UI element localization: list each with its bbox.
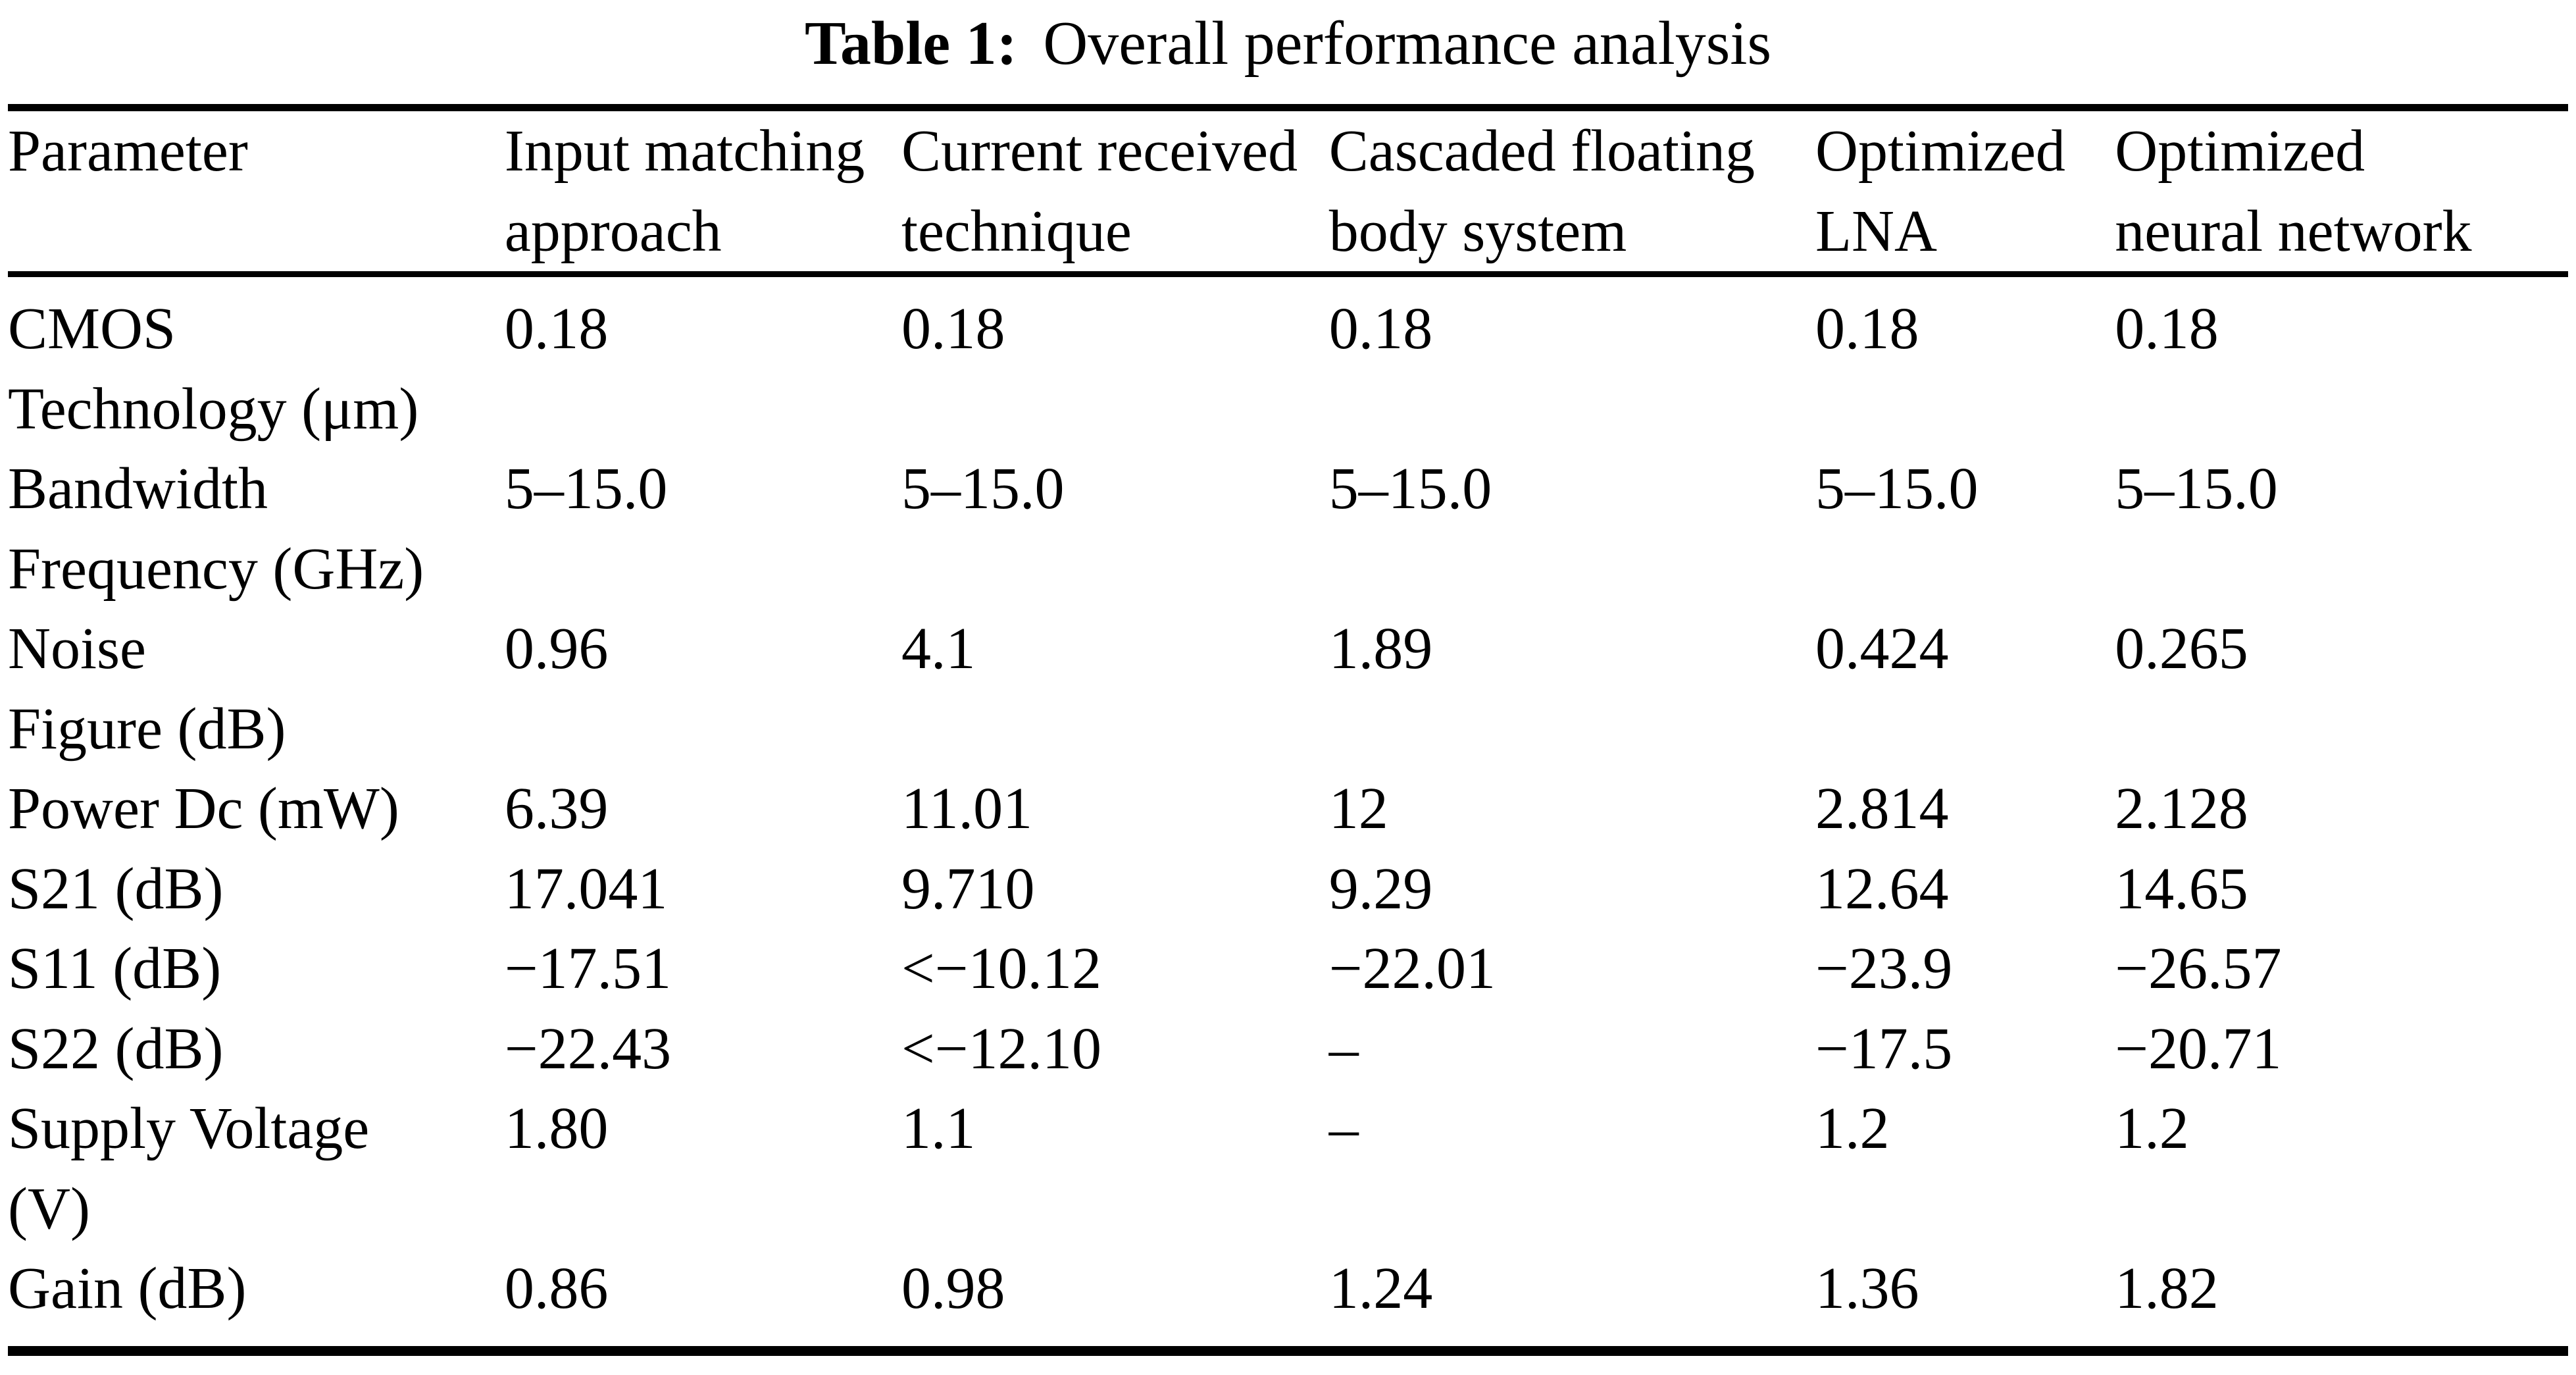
value-cell: 0.18 <box>504 296 609 362</box>
value-cell: 5–15.0 <box>504 456 668 522</box>
value-cell: – <box>1328 1096 1359 1162</box>
table-body: CMOS Technology (μm) 0.18 0.18 0.18 0.18 0.18… <box>8 274 2568 1351</box>
value-cell: 1.80 <box>504 1096 609 1162</box>
parameter-cell: Supply Voltage (V) <box>8 1096 370 1241</box>
table-row: S22 (dB) −22.43 <−12.10 – −17.5 −20.71 <box>8 1009 2568 1089</box>
parameter-cell: Gain (dB) <box>8 1256 247 1322</box>
table-caption: Table 1: Overall performance analysis <box>8 8 2568 79</box>
value-cell: 0.424 <box>1815 616 1949 682</box>
value-cell: 0.265 <box>2115 616 2248 682</box>
parameter-cell: Noise Figure (dB) <box>8 616 286 762</box>
value-cell: 1.89 <box>1328 616 1433 682</box>
column-header: Optimized neural network <box>2115 107 2568 278</box>
value-cell: −26.57 <box>2115 936 2282 1002</box>
value-cell: 6.39 <box>504 776 609 842</box>
value-cell: 9.710 <box>901 856 1035 921</box>
value-cell: 0.18 <box>1815 296 1919 362</box>
value-cell: 0.18 <box>901 296 1005 362</box>
parameter-cell: Power Dc (mW) <box>8 776 399 842</box>
value-cell: 5–15.0 <box>1815 456 1979 522</box>
column-header: Cascaded floating body system <box>1328 107 1816 278</box>
value-cell: 4.1 <box>901 616 976 682</box>
header-row: Parameter Input matching approach Current … <box>8 107 2568 278</box>
value-cell: 2.128 <box>2115 776 2248 842</box>
column-header: Optimized LNA <box>1815 107 2115 278</box>
value-cell: 0.18 <box>2115 296 2219 362</box>
value-cell: 0.98 <box>901 1256 1005 1322</box>
table-row: Power Dc (mW) 6.39 11.01 12 2.814 2.128 <box>8 769 2568 849</box>
value-cell: 5–15.0 <box>1328 456 1492 522</box>
value-cell: −17.5 <box>1815 1016 1953 1081</box>
value-cell: −22.01 <box>1328 936 1496 1002</box>
value-cell: – <box>1328 1016 1359 1081</box>
value-cell: 0.96 <box>504 616 609 682</box>
column-header: Parameter <box>8 107 505 278</box>
value-cell: 14.65 <box>2115 856 2248 921</box>
table-row: Noise Figure (dB) 0.96 4.1 1.89 0.424 0.265 <box>8 609 2568 769</box>
value-cell: 1.24 <box>1328 1256 1433 1322</box>
parameter-cell: Bandwidth Frequency (GHz) <box>8 456 424 602</box>
value-cell: <−12.10 <box>901 1016 1101 1081</box>
value-cell: 2.814 <box>1815 776 1949 842</box>
value-cell: 1.2 <box>1815 1096 1890 1162</box>
parameter-cell: S21 (dB) <box>8 856 224 921</box>
value-cell: 1.82 <box>2115 1256 2219 1322</box>
value-cell: 1.36 <box>1815 1256 1919 1322</box>
value-cell: 9.29 <box>1328 856 1433 921</box>
table-row: S11 (dB) −17.51 <−10.12 −22.01 −23.9 −26.57 <box>8 929 2568 1009</box>
value-cell: 17.041 <box>504 856 668 921</box>
table-header: Parameter Input matching approach Current … <box>8 107 2568 278</box>
table-row: Bandwidth Frequency (GHz) 5–15.0 5–15.0 5–1… <box>8 449 2568 609</box>
parameter-cell: S22 (dB) <box>8 1016 224 1081</box>
table-caption-label: Table 1: <box>804 9 1017 78</box>
column-header: Input matching approach <box>504 107 901 278</box>
value-cell: 5–15.0 <box>2115 456 2278 522</box>
value-cell: −23.9 <box>1815 936 1953 1002</box>
parameter-cell: CMOS Technology (μm) <box>8 296 419 442</box>
value-cell: −17.51 <box>504 936 672 1002</box>
performance-table: Parameter Input matching approach Current … <box>8 104 2568 1356</box>
value-cell: 5–15.0 <box>901 456 1065 522</box>
parameter-cell: S11 (dB) <box>8 936 222 1002</box>
table-row: Supply Voltage (V) 1.80 1.1 – 1.2 1.2 <box>8 1089 2568 1249</box>
value-cell: 12 <box>1328 776 1388 842</box>
table-row: CMOS Technology (μm) 0.18 0.18 0.18 0.18 0.18 <box>8 274 2568 450</box>
value-cell: −22.43 <box>504 1016 672 1081</box>
value-cell: −20.71 <box>2115 1016 2282 1081</box>
value-cell: 0.18 <box>1328 296 1433 362</box>
value-cell: 0.86 <box>504 1256 609 1322</box>
value-cell: <−10.12 <box>901 936 1101 1002</box>
table-row: Gain (dB) 0.86 0.98 1.24 1.36 1.82 <box>8 1249 2568 1351</box>
column-header: Current received technique <box>901 107 1329 278</box>
table-row: S21 (dB) 17.041 9.710 9.29 12.64 14.65 <box>8 849 2568 929</box>
table-caption-title: Overall performance analysis <box>1043 9 1772 78</box>
value-cell: 11.01 <box>901 776 1033 842</box>
value-cell: 1.2 <box>2115 1096 2189 1162</box>
value-cell: 1.1 <box>901 1096 976 1162</box>
value-cell: 12.64 <box>1815 856 1949 921</box>
